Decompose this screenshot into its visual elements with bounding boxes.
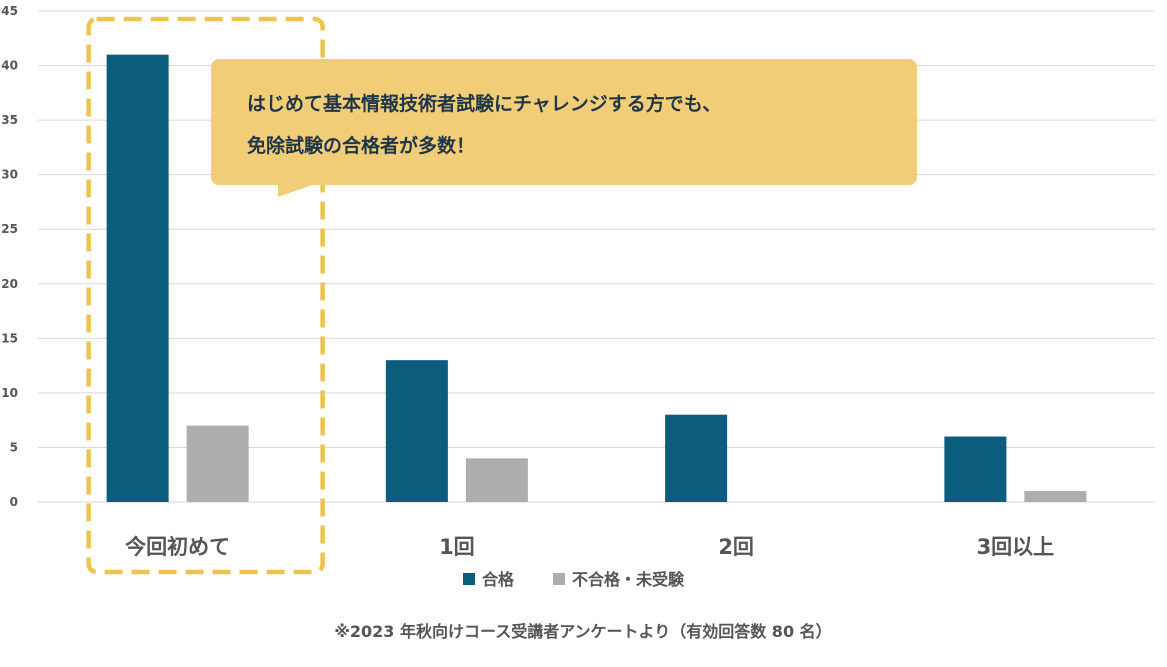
bars xyxy=(106,54,1087,503)
highlight-dashed-box xyxy=(86,16,325,575)
category-labels: 今回初めて 1回 2回 3回以上 xyxy=(125,535,1054,559)
y-tick-label: 5 xyxy=(10,440,18,454)
bar-pass-2 xyxy=(665,414,728,502)
bar-pass-3 xyxy=(944,436,1007,502)
legend-swatch xyxy=(553,573,565,585)
callout-pointer xyxy=(278,183,318,197)
y-tick-label: 10 xyxy=(1,386,18,400)
legend-swatch xyxy=(463,573,475,585)
bar-fail-3 xyxy=(1024,491,1087,502)
callout-line: はじめて基本情報技術者試験にチャレンジする方でも、 xyxy=(247,92,721,115)
callout-bubble xyxy=(211,59,917,185)
bar-pass-0 xyxy=(106,54,169,503)
category-label: 2回 xyxy=(718,535,754,559)
highlight-box xyxy=(86,16,325,575)
callout: はじめて基本情報技術者試験にチャレンジする方でも、免除試験の合格者が多数！ xyxy=(211,59,917,197)
category-label: 今回初めて xyxy=(125,535,230,559)
legend-label: 不合格・未受験 xyxy=(572,570,685,589)
y-tick-label: 20 xyxy=(1,277,18,291)
y-tick-label: 15 xyxy=(1,331,18,345)
bar-fail-1 xyxy=(465,458,528,502)
category-label: 3回以上 xyxy=(977,535,1055,559)
footnote: ※2023 年秋向けコース受講者アンケートより（有効回答数 80 名） xyxy=(334,622,831,641)
y-tick-label: 30 xyxy=(1,168,18,182)
y-tick-label: 25 xyxy=(1,222,18,236)
y-tick-label: 35 xyxy=(1,113,18,127)
y-axis-ticks: 0 5 10 15 20 25 30 35 40 45 xyxy=(1,4,18,509)
bar-fail-0 xyxy=(186,425,249,502)
legend: 合格 不合格・未受験 xyxy=(463,570,685,589)
callout-line: 免除試験の合格者が多数！ xyxy=(247,134,475,157)
y-tick-label: 40 xyxy=(1,59,18,73)
legend-label: 合格 xyxy=(482,570,515,589)
bar-pass-1 xyxy=(385,360,448,502)
category-label: 1回 xyxy=(439,535,475,559)
y-tick-label: 0 xyxy=(10,495,18,509)
y-tick-label: 45 xyxy=(1,4,18,18)
